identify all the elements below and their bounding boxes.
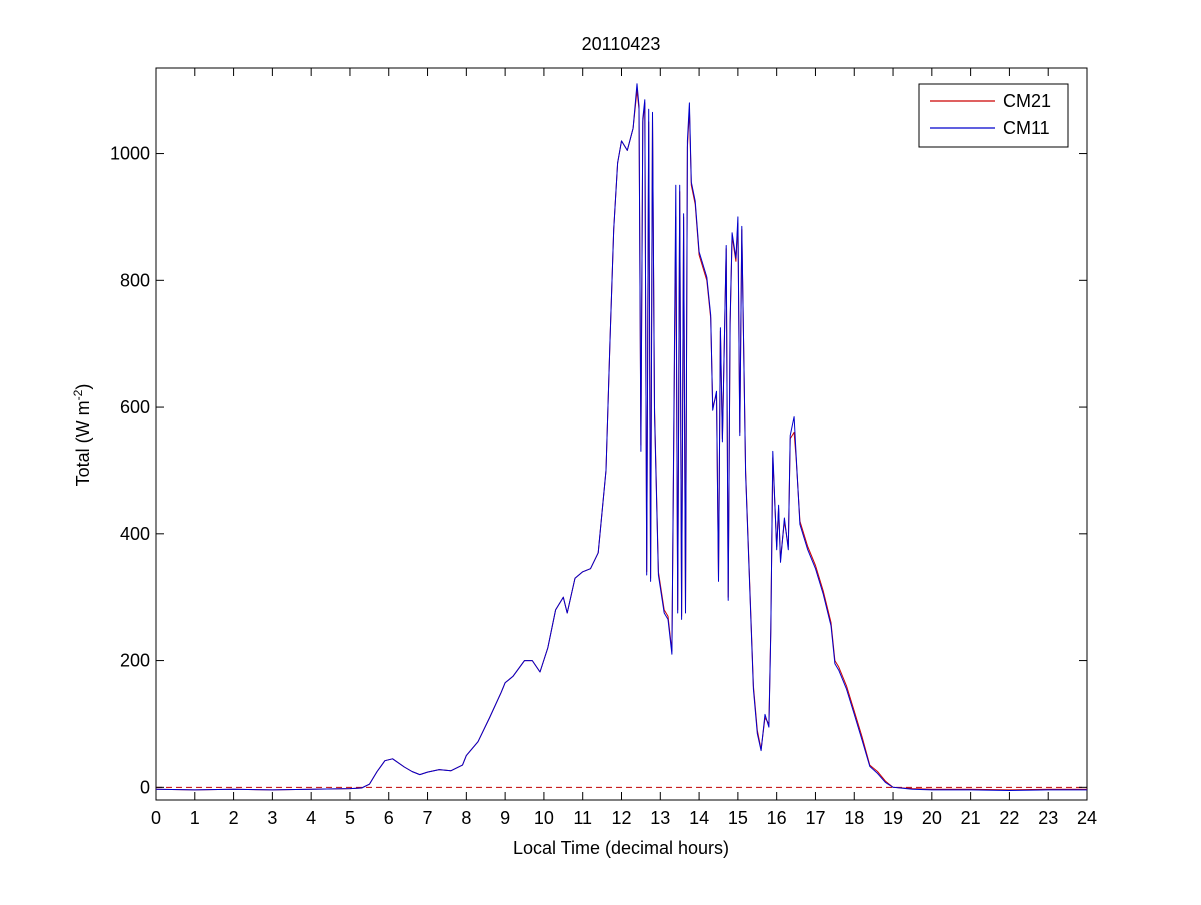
y-tick-label: 200 [120,651,150,671]
x-tick-label: 20 [922,808,942,828]
x-tick-label: 5 [345,808,355,828]
x-tick-label: 24 [1077,808,1097,828]
x-tick-label: 11 [573,808,592,828]
y-tick-layer: 0 200 400 600 800 1000 [110,144,1087,797]
x-tick-label: 12 [611,808,631,828]
x-tick-label: 18 [844,808,864,828]
y-tick-label: 600 [120,397,150,417]
chart-title: 20110423 [582,34,661,54]
series-layer [155,83,1087,791]
x-tick-label: 6 [384,808,394,828]
x-tick-label: 22 [999,808,1019,828]
x-tick-label: 9 [500,808,510,828]
x-tick-label: 14 [689,808,709,828]
x-tick-label: 19 [883,808,903,828]
y-axis-label: Total (W m-2) [71,384,93,487]
series-line-cm11 [155,83,1087,791]
legend-label-cm11: CM11 [1003,118,1050,138]
x-tick-label: 0 [151,808,161,828]
x-tick-label: 16 [767,808,787,828]
x-tick-label: 21 [961,808,981,828]
y-tick-label: 1000 [110,144,150,164]
x-tick-label: 7 [423,808,433,828]
y-tick-label: 400 [120,524,150,544]
x-tick-label: 15 [728,808,748,828]
plot-frame [155,67,1088,801]
x-tick-label: 10 [534,808,554,828]
legend-box [918,83,1069,148]
x-axis-label: Local Time (decimal hours) [513,838,729,858]
legend: CM21 CM11 [918,83,1069,148]
y-axis-label-suffix: ) [73,384,93,390]
y-tick-label: 800 [120,270,150,290]
x-tick-label: 4 [306,808,316,828]
x-tick-label: 23 [1038,808,1058,828]
x-tick-label: 8 [461,808,471,828]
x-tick-label: 13 [650,808,670,828]
x-tick-label: 17 [805,808,825,828]
y-axis-label-superscript: -2 [71,389,85,400]
x-tick-label: 3 [267,808,277,828]
x-tick-label: 2 [229,808,239,828]
legend-label-cm21: CM21 [1003,91,1051,111]
y-axis-label-prefix: Total (W m [73,400,93,486]
x-tick-layer: 0 1 2 3 4 5 6 7 8 9 10 11 12 13 14 15 16 17 18 19 20 21 22 23 24 [151,68,1097,828]
x-tick-label: 1 [190,808,200,828]
y-tick-label: 0 [140,777,150,797]
